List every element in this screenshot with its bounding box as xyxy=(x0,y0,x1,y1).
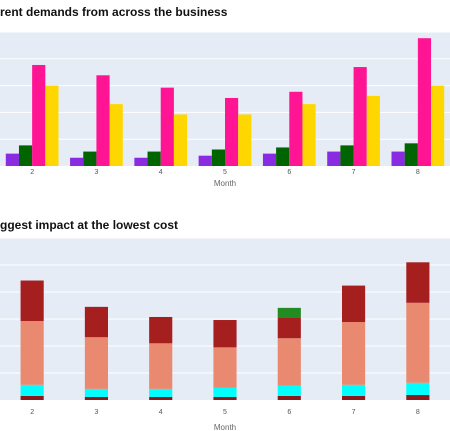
bar xyxy=(70,157,84,166)
x-tick-label: 5 xyxy=(223,409,227,416)
bar xyxy=(160,87,174,166)
bar-segment xyxy=(84,337,108,389)
x-tick-label: 4 xyxy=(159,169,163,176)
bar-segment xyxy=(20,395,44,400)
bar xyxy=(5,153,19,166)
bar xyxy=(417,38,432,166)
x-tick-label: 8 xyxy=(416,409,420,416)
chart-2-title: ggest impact at the lowest cost xyxy=(0,218,179,232)
bar-segment xyxy=(20,384,44,396)
bar xyxy=(238,114,252,166)
x-tick-label: 3 xyxy=(94,169,98,176)
bar-segment xyxy=(213,320,237,348)
bar-segment xyxy=(213,387,237,397)
bar-segment xyxy=(20,280,44,322)
chart-2: 2 3 4 5 6 7 8 Month xyxy=(0,238,450,431)
bar xyxy=(262,153,277,166)
bar xyxy=(431,85,445,166)
bar xyxy=(327,151,341,166)
x-tick-label: 8 xyxy=(416,169,420,176)
bar-segment xyxy=(84,396,108,400)
chart-1-title: rent demands from across the business xyxy=(0,5,228,19)
bar-segment xyxy=(277,385,301,396)
x-axis-label: Month xyxy=(214,179,236,188)
bar xyxy=(211,149,225,166)
x-tick-label: 3 xyxy=(94,409,98,416)
bar xyxy=(225,97,239,166)
bar-segment xyxy=(20,321,44,385)
chart-1: 2 3 4 5 6 7 8 Month xyxy=(0,32,450,188)
bar-segment xyxy=(406,382,430,395)
bar xyxy=(173,114,188,166)
bar xyxy=(18,145,33,166)
bar xyxy=(340,145,354,166)
bar-segment xyxy=(277,338,301,386)
bar-segment xyxy=(342,322,366,385)
bar xyxy=(404,143,418,166)
bar-segment xyxy=(406,262,430,303)
x-tick-label: 6 xyxy=(287,169,291,176)
bar-segment xyxy=(213,396,237,400)
x-tick-label: 7 xyxy=(352,409,356,416)
bar-segment xyxy=(277,317,301,339)
bar xyxy=(198,155,212,166)
bar xyxy=(302,104,316,166)
bar-segment xyxy=(342,395,366,400)
x-tick-label: 7 xyxy=(352,169,356,176)
bar xyxy=(96,75,110,166)
bar-segment xyxy=(149,316,173,344)
bar-segment xyxy=(149,343,173,389)
x-tick-label: 4 xyxy=(159,409,163,416)
bar-segment xyxy=(342,285,366,323)
x-tick-label: 2 xyxy=(30,169,34,176)
x-tick-label: 2 xyxy=(30,409,34,416)
bar-segment xyxy=(277,307,301,318)
bar-segment xyxy=(84,306,108,338)
bar xyxy=(32,64,46,166)
bar xyxy=(391,151,405,166)
bar-segment xyxy=(406,394,430,400)
bar-segment xyxy=(342,384,366,396)
bar xyxy=(147,151,161,166)
bar-segment xyxy=(149,388,173,397)
bar xyxy=(366,95,380,166)
bar xyxy=(289,91,303,166)
bar-segment xyxy=(277,395,301,400)
bar xyxy=(83,151,97,166)
bar xyxy=(276,147,290,166)
bar xyxy=(353,67,367,166)
bar xyxy=(109,104,123,166)
bar-segment xyxy=(406,302,430,383)
bar xyxy=(45,85,59,166)
bar xyxy=(134,157,148,166)
x-tick-label: 5 xyxy=(223,169,227,176)
bar-segment xyxy=(84,388,108,397)
bar-segment xyxy=(213,347,237,388)
x-axis-label: Month xyxy=(214,423,236,431)
bar-segment xyxy=(149,396,173,400)
x-tick-label: 6 xyxy=(287,409,291,416)
